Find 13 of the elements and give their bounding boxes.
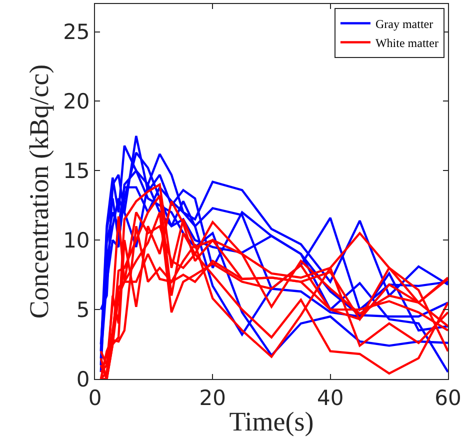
x-tick-label: 40 (316, 386, 344, 410)
y-tick-label: 25 (63, 20, 90, 44)
legend-label: White matter (375, 36, 438, 50)
legend-label: Gray matter (375, 16, 434, 31)
y-tick-label: 0 (76, 367, 90, 392)
x-axis-title: Time(s) (229, 406, 314, 437)
y-tick-label: 5 (76, 298, 90, 322)
x-tick-label: 60 (434, 386, 462, 410)
y-tick-label: 20 (63, 90, 90, 114)
y-tick-label: 15 (63, 159, 90, 184)
x-tick-label: 20 (199, 386, 226, 410)
y-axis-title: Concentration (kBq/cc) (24, 64, 54, 319)
y-tick-label: 10 (63, 228, 90, 252)
